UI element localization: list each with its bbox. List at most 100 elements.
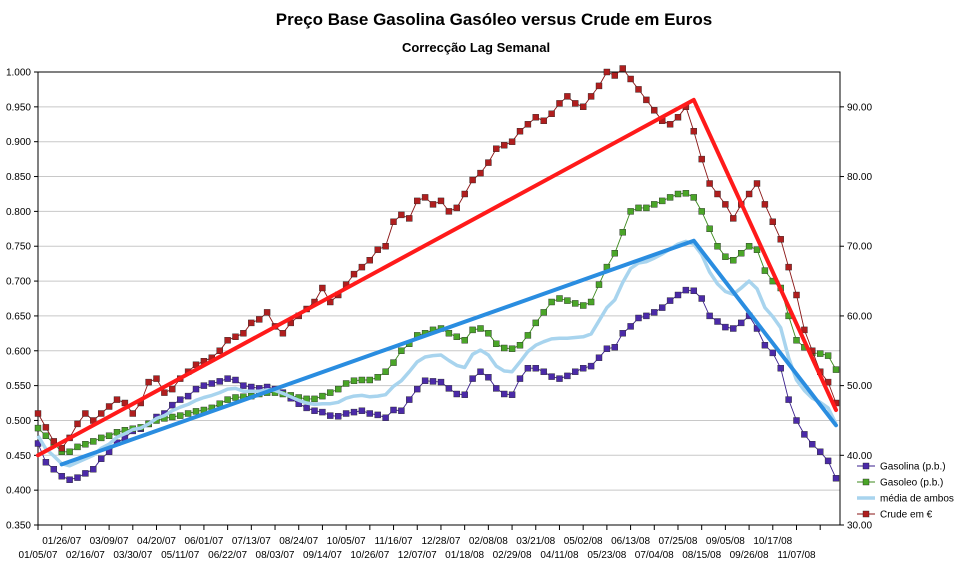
data-point [627,323,634,330]
data-point [690,127,697,135]
data-point [556,100,563,107]
x-tick-label: 01/18/08 [445,550,484,561]
data-point [374,246,381,253]
data-point [501,390,508,398]
data-point [572,100,579,107]
data-point [635,204,642,212]
data-point [358,263,366,271]
x-tick-label: 08/24/07 [279,536,318,547]
data-point [342,380,350,387]
data-point [580,365,587,372]
data-point [501,141,508,149]
data-point [319,284,326,292]
data-point [524,365,532,372]
y-right-tick-label: 50.00 [847,381,872,392]
data-point [129,410,137,417]
data-point [674,291,682,299]
data-point [74,443,81,451]
data-point [469,375,476,382]
data-point [706,312,713,320]
data-point [42,424,50,431]
data-point [176,412,184,419]
data-point [390,406,397,414]
data-point [437,378,445,386]
data-point [824,352,832,359]
data-point [603,345,611,352]
data-point [342,410,350,417]
data-point [208,380,216,387]
data-point [240,330,247,337]
data-point [801,431,808,438]
data-point [493,340,500,347]
data-point [406,396,413,403]
data-point [564,93,571,100]
data-point [414,385,421,393]
data-point [421,377,429,384]
y-axis-left: 0.350 0.400 0.450 0.500 0.550 0.600 0.650 0.700… [6,68,38,532]
data-point [532,365,539,372]
data-point [627,75,634,83]
data-point [477,169,484,177]
data-point [508,391,516,398]
data-point [508,345,516,352]
data-point [327,389,334,396]
data-point [587,362,595,370]
data-point [461,190,468,198]
data-point [714,242,721,250]
data-point [90,466,97,473]
legend-label: Crude em € [880,510,933,521]
data-point [643,204,650,212]
data-point [232,376,239,384]
chart-subtitle: Correcção Lag Semanal [402,40,550,55]
data-point [453,333,460,340]
x-tick-label: 06/13/08 [611,536,650,547]
data-point [611,249,618,257]
data-point [263,309,271,316]
x-tick-label: 04/11/08 [540,550,579,561]
data-point [532,319,539,327]
data-point [445,208,453,215]
x-tick-label: 07/04/08 [635,550,674,561]
data-point [429,378,437,385]
data-point [66,476,73,483]
data-point [461,391,468,398]
data-point [809,441,816,448]
data-point [327,412,334,419]
data-point [42,459,50,466]
legend-label: média de ambos [880,494,954,505]
data-point [651,309,658,316]
data-point [82,441,89,448]
data-point [587,93,595,100]
y-right-tick-label: 90.00 [847,102,872,113]
data-point [429,201,437,208]
data-point [722,253,729,260]
y-right-tick-label: 60.00 [847,311,872,322]
data-point [714,190,721,198]
data-point [358,376,366,384]
y-right-tick-label: 70.00 [847,242,872,253]
data-point [319,408,326,416]
data-point [769,218,776,226]
data-point [216,378,223,385]
data-point [161,389,168,396]
data-point [485,330,492,337]
data-point [540,117,547,125]
data-point [382,242,389,250]
data-point [722,201,729,208]
data-point [635,86,642,93]
data-point [817,350,824,357]
data-point [635,314,642,322]
data-point [279,330,287,337]
data-point [421,194,429,201]
data-point [248,319,255,327]
data-point [832,366,840,373]
y-left-tick-label: 0.500 [6,416,31,427]
data-point [753,180,761,187]
data-point [485,374,492,381]
data-point [753,246,761,253]
data-point [690,287,697,294]
data-point [113,396,121,403]
data-point [477,325,484,332]
data-point [493,385,500,392]
data-point [335,413,342,420]
